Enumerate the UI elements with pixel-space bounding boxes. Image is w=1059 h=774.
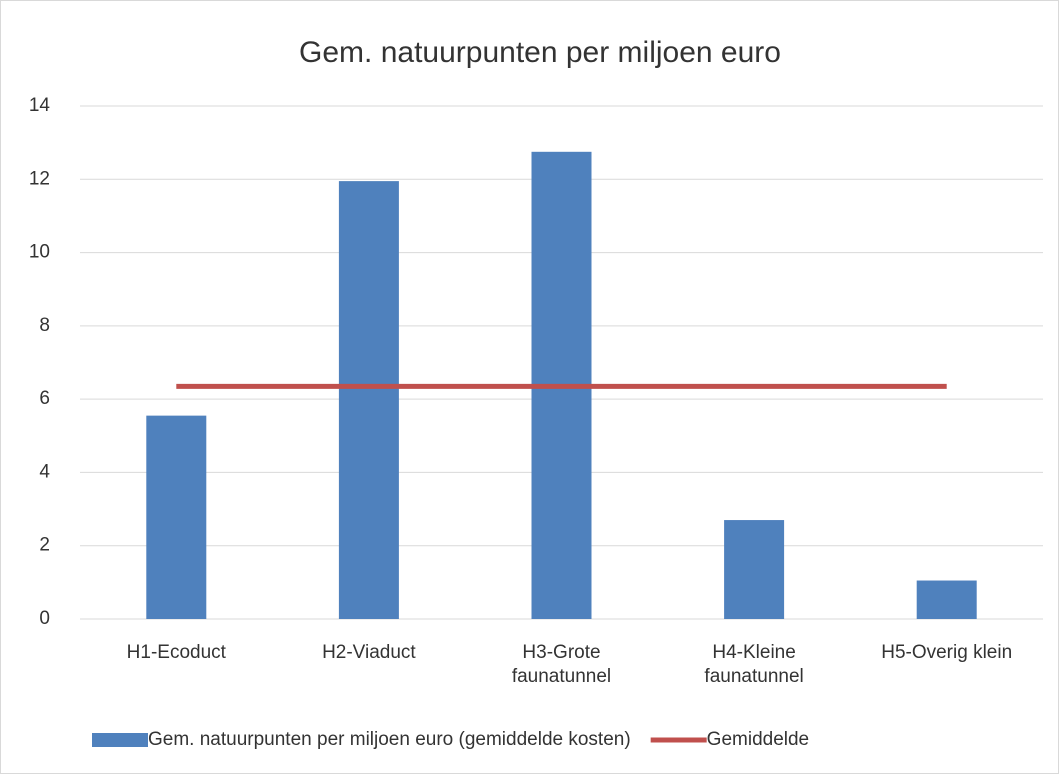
y-tick-label: 4 <box>39 461 50 482</box>
y-tick-label: 6 <box>39 388 50 409</box>
bar <box>338 181 399 619</box>
legend-label: Gem. natuurpunten per miljoen euro (gemi… <box>148 729 631 750</box>
y-tick-label: 14 <box>29 95 51 116</box>
y-tick-label: 12 <box>29 168 50 189</box>
x-tick-label: H4-Kleine faunatunnel <box>704 642 804 687</box>
y-tick-label: 0 <box>39 608 50 629</box>
bar <box>916 580 977 619</box>
y-tick-label: 10 <box>29 242 50 263</box>
y-tick-label: 8 <box>39 315 50 336</box>
legend-swatch <box>92 733 148 747</box>
legend-label: Gemiddelde <box>707 729 809 750</box>
x-tick-label: H2-Viaduct <box>322 642 416 663</box>
y-tick-label: 2 <box>39 535 50 556</box>
chart-title: Gem. natuurpunten per miljoen euro <box>299 36 781 69</box>
bar <box>724 520 785 619</box>
x-tick-label: H3-Grote faunatunnel <box>511 642 612 687</box>
x-tick-label: H1-Ecoduct <box>126 642 226 663</box>
x-tick-label: H5-Overig klein <box>881 642 1013 663</box>
bar <box>146 415 207 619</box>
